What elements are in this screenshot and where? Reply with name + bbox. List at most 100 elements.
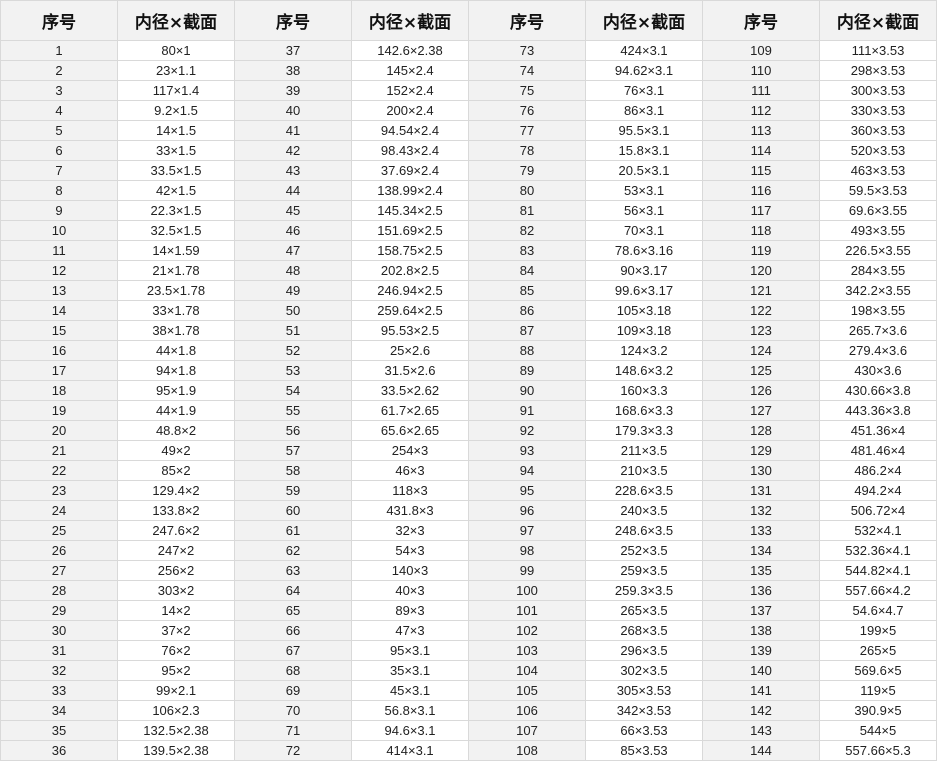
size-cell: 544.82×4.1 <box>819 560 937 581</box>
serial-number-cell: 114 <box>702 140 820 161</box>
table-row: 23 129.4×2 59 118×3 95 228.6×3.5 131 494.2×4 <box>0 480 937 501</box>
table-row: 22 85×2 58 46×3 94 210×3.5 130 486.2×4 <box>0 460 937 481</box>
serial-number-cell: 104 <box>468 660 586 681</box>
serial-number-cell: 52 <box>234 340 352 361</box>
size-cell: 296×3.5 <box>585 640 703 661</box>
serial-number-cell: 59 <box>234 480 352 501</box>
size-cell: 303×2 <box>117 580 235 601</box>
size-cell: 23.5×1.78 <box>117 280 235 301</box>
serial-number-cell: 122 <box>702 300 820 321</box>
table-row: 33 99×2.1 69 45×3.1 105 305×3.53 141 119×5 <box>0 680 937 701</box>
size-cell: 109×3.18 <box>585 320 703 341</box>
size-cell: 78.6×3.16 <box>585 240 703 261</box>
serial-number-cell: 115 <box>702 160 820 181</box>
serial-number-cell: 31 <box>0 640 118 661</box>
serial-number-cell: 141 <box>702 680 820 701</box>
table-row: 1 80×1 37 142.6×2.38 73 424×3.1 109 111×3.53 <box>0 40 937 61</box>
serial-number-cell: 109 <box>702 40 820 61</box>
table-row: 29 14×2 65 89×3 101 265×3.5 137 54.6×4.7 <box>0 600 937 621</box>
serial-number-cell: 72 <box>234 740 352 761</box>
serial-number-cell: 95 <box>468 480 586 501</box>
size-cell: 46×3 <box>351 460 469 481</box>
table-row: 8 42×1.5 44 138.99×2.4 80 53×3.1 116 59.5×3.53 <box>0 180 937 201</box>
size-cell: 199×5 <box>819 620 937 641</box>
size-cell: 265×3.5 <box>585 600 703 621</box>
header-inner-diameter-x-section: 内径×截面 <box>585 0 703 41</box>
serial-number-cell: 89 <box>468 360 586 381</box>
table-row: 16 44×1.8 52 25×2.6 88 124×3.2 124 279.4×3.6 <box>0 340 937 361</box>
serial-number-cell: 24 <box>0 500 118 521</box>
size-cell: 305×3.53 <box>585 680 703 701</box>
table-row: 10 32.5×1.5 46 151.69×2.5 82 70×3.1 118 493×3.5… <box>0 220 937 241</box>
header-inner-diameter-x-section: 内径×截面 <box>819 0 937 41</box>
size-cell: 70×3.1 <box>585 220 703 241</box>
serial-number-cell: 129 <box>702 440 820 461</box>
size-cell: 265.7×3.6 <box>819 320 937 341</box>
serial-number-cell: 94 <box>468 460 586 481</box>
serial-number-cell: 77 <box>468 120 586 141</box>
serial-number-cell: 74 <box>468 60 586 81</box>
table-row: 27 256×2 63 140×3 99 259×3.5 135 544.82×4.1 <box>0 560 937 581</box>
table-row: 17 94×1.8 53 31.5×2.6 89 148.6×3.2 125 430×3.6 <box>0 360 937 381</box>
size-cell: 35×3.1 <box>351 660 469 681</box>
serial-number-cell: 66 <box>234 620 352 641</box>
serial-number-cell: 81 <box>468 200 586 221</box>
size-cell: 61.7×2.65 <box>351 400 469 421</box>
size-cell: 31.5×2.6 <box>351 360 469 381</box>
size-cell: 111×3.53 <box>819 40 937 61</box>
header-inner-diameter-x-section: 内径×截面 <box>351 0 469 41</box>
size-cell: 200×2.4 <box>351 100 469 121</box>
table-row: 36 139.5×2.38 72 414×3.1 108 85×3.53 144 557.66… <box>0 740 937 761</box>
size-cell: 14×2 <box>117 600 235 621</box>
size-cell: 47×3 <box>351 620 469 641</box>
size-cell: 99.6×3.17 <box>585 280 703 301</box>
size-cell: 168.6×3.3 <box>585 400 703 421</box>
size-cell: 431.8×3 <box>351 500 469 521</box>
size-cell: 284×3.55 <box>819 260 937 281</box>
serial-number-cell: 6 <box>0 140 118 161</box>
serial-number-cell: 88 <box>468 340 586 361</box>
size-cell: 211×3.5 <box>585 440 703 461</box>
size-cell: 424×3.1 <box>585 40 703 61</box>
size-cell: 254×3 <box>351 440 469 461</box>
table-row: 32 95×2 68 35×3.1 104 302×3.5 140 569.6×5 <box>0 660 937 681</box>
serial-number-cell: 71 <box>234 720 352 741</box>
serial-number-cell: 16 <box>0 340 118 361</box>
serial-number-cell: 124 <box>702 340 820 361</box>
serial-number-cell: 37 <box>234 40 352 61</box>
size-cell: 32.5×1.5 <box>117 220 235 241</box>
size-cell: 151.69×2.5 <box>351 220 469 241</box>
size-cell: 21×1.78 <box>117 260 235 281</box>
serial-number-cell: 36 <box>0 740 118 761</box>
serial-number-cell: 128 <box>702 420 820 441</box>
size-cell: 247.6×2 <box>117 520 235 541</box>
serial-number-cell: 100 <box>468 580 586 601</box>
serial-number-cell: 9 <box>0 200 118 221</box>
serial-number-cell: 119 <box>702 240 820 261</box>
size-cell: 246.94×2.5 <box>351 280 469 301</box>
serial-number-cell: 84 <box>468 260 586 281</box>
serial-number-cell: 7 <box>0 160 118 181</box>
table-row: 26 247×2 62 54×3 98 252×3.5 134 532.36×4.1 <box>0 540 937 561</box>
size-cell: 360×3.53 <box>819 120 937 141</box>
serial-number-cell: 1 <box>0 40 118 61</box>
table-row: 6 33×1.5 42 98.43×2.4 78 15.8×3.1 114 520×3.53 <box>0 140 937 161</box>
serial-number-cell: 15 <box>0 320 118 341</box>
size-cell: 105×3.18 <box>585 300 703 321</box>
size-cell: 279.4×3.6 <box>819 340 937 361</box>
serial-number-cell: 97 <box>468 520 586 541</box>
serial-number-cell: 137 <box>702 600 820 621</box>
size-cell: 33×1.5 <box>117 140 235 161</box>
size-cell: 69.6×3.55 <box>819 200 937 221</box>
size-cell: 132.5×2.38 <box>117 720 235 741</box>
size-cell: 430×3.6 <box>819 360 937 381</box>
serial-number-cell: 61 <box>234 520 352 541</box>
serial-number-cell: 92 <box>468 420 586 441</box>
size-cell: 493×3.55 <box>819 220 937 241</box>
table-row: 9 22.3×1.5 45 145.34×2.5 81 56×3.1 117 69.6×3.5… <box>0 200 937 221</box>
size-cell: 179.3×3.3 <box>585 420 703 441</box>
size-cell: 94.62×3.1 <box>585 60 703 81</box>
serial-number-cell: 96 <box>468 500 586 521</box>
serial-number-cell: 41 <box>234 120 352 141</box>
size-cell: 139.5×2.38 <box>117 740 235 761</box>
